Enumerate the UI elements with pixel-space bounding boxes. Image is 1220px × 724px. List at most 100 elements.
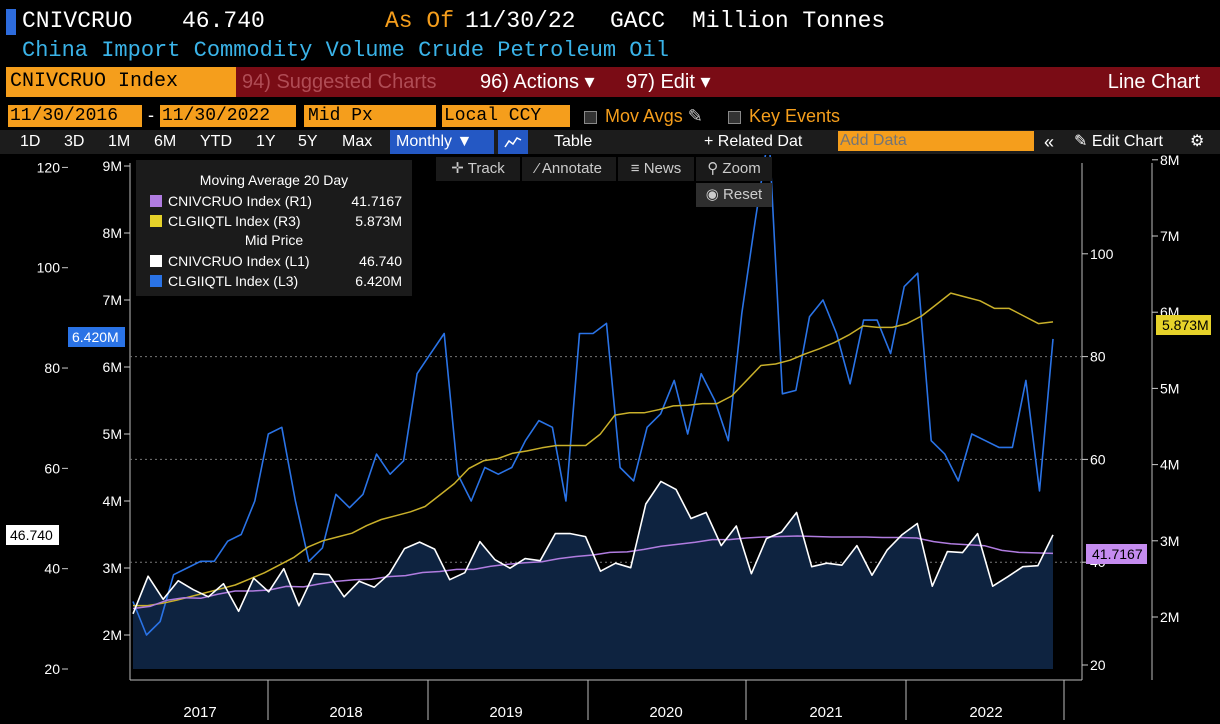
edit-chart-label: Edit Chart [1091, 133, 1163, 150]
zoom-button[interactable]: ⚲ Zoom [696, 157, 772, 181]
annotate-icon: ⁄ [536, 160, 539, 177]
reset-button[interactable]: ◉ Reset [696, 183, 772, 207]
legend-ma-header: Moving Average 20 Day [199, 172, 349, 188]
pencil-icon[interactable]: ✎ [687, 106, 703, 126]
field-select[interactable]: Mid Px [304, 105, 436, 127]
axis-R1-label: 60 [1090, 451, 1106, 467]
period-3d[interactable]: 3D [64, 133, 85, 150]
period-5y[interactable]: 5Y [298, 133, 318, 150]
actions-button[interactable]: 96) Actions ▾ [470, 67, 624, 97]
axis-L3-label: 7M [103, 292, 122, 308]
edit-chart-button[interactable]: ✎ Edit Chart [1074, 130, 1163, 154]
axis-L1-label: 20 [44, 661, 60, 677]
key-events-checkbox[interactable] [728, 110, 741, 124]
radio-icon: ◉ [705, 186, 719, 203]
axis-R1-label: 20 [1090, 657, 1106, 673]
add-data-input[interactable] [838, 131, 1034, 151]
series-L1 [132, 480, 1054, 615]
annotate-button[interactable]: ⁄ Annotate [522, 157, 616, 181]
mov-avgs-checkbox[interactable] [584, 110, 597, 124]
last-value: 46.740 [182, 8, 265, 34]
legend-row[interactable]: CLGIIQTL Index (R3) 5.873M [150, 212, 408, 230]
chart-area[interactable]: 204060801001202M3M4M5M6M7M8M9M2040608010… [0, 155, 1220, 724]
chart-marks [132, 155, 1054, 669]
gear-icon[interactable]: ⚙ [1190, 133, 1205, 150]
x-tick-label: 2017 [183, 704, 216, 721]
related-data-button[interactable]: + Related Dat [704, 133, 803, 150]
collapse-icon[interactable]: « [1044, 132, 1055, 152]
legend-series-name: CNIVCRUO Index (L1) [168, 253, 310, 269]
reset-label: Reset [723, 186, 763, 203]
period-max[interactable]: Max [342, 133, 373, 150]
L3-last-tag: 6.420M [68, 327, 125, 347]
axis-R3-label: 5M [1160, 380, 1179, 396]
legend-series-name: CNIVCRUO Index (R1) [168, 193, 312, 209]
legend-series-name: CLGIIQTL Index (L3) [168, 273, 299, 289]
security-marker [6, 9, 16, 35]
legend-row[interactable]: CLGIIQTL Index (L3) 6.420M [150, 272, 408, 290]
legend: Moving Average 20 Day CNIVCRUO Index (R1… [136, 160, 412, 296]
legend-row[interactable]: CNIVCRUO Index (L1) 46.740 [150, 252, 408, 270]
axis-R3-label: 2M [1160, 609, 1179, 625]
toolbar: CNIVCRUO Index 94) Suggested Charts 96) … [0, 67, 1220, 97]
unit: Million Tonnes [692, 8, 886, 34]
track-button[interactable]: ✛ Track [436, 157, 520, 181]
axis-L1-label: 60 [44, 460, 60, 476]
x-tick-label: 2018 [329, 704, 362, 721]
key-events-label: Key Events [749, 106, 841, 126]
legend-series-value: 41.7167 [351, 193, 402, 209]
suggested-charts-button[interactable]: 94) Suggested Charts [236, 67, 470, 97]
line-chart-icon[interactable] [498, 130, 528, 154]
mov-avgs-toggle[interactable]: Mov Avgs ✎ [584, 105, 703, 127]
key-events-toggle[interactable]: Key Events [728, 105, 840, 127]
legend-series-value: 5.873M [355, 213, 402, 229]
end-date-input[interactable]: 11/30/2022 [160, 105, 296, 127]
source: GACC [610, 8, 666, 34]
x-tick-label: 2022 [969, 704, 1002, 721]
series-R3 [133, 292, 1054, 607]
axis-L3-label: 8M [103, 225, 122, 241]
axis-L1-label: 120 [37, 159, 61, 175]
axis-L1-label: 100 [37, 260, 61, 276]
legend-swatch [150, 195, 162, 207]
magnifier-icon: ⚲ [707, 160, 719, 177]
axis-L3-label: 2M [103, 627, 122, 643]
legend-swatch [150, 215, 162, 227]
period-1d[interactable]: 1D [20, 133, 41, 150]
table-button[interactable]: Table [554, 133, 593, 150]
R1-last-tag: 41.7167 [1086, 544, 1147, 564]
gridlines [129, 163, 1153, 720]
legend-swatch [150, 275, 162, 287]
mov-avgs-label: Mov Avgs [605, 106, 683, 126]
toolbar-fill [726, 67, 1220, 97]
period-ytd[interactable]: YTD [200, 133, 232, 150]
legend-swatch [150, 255, 162, 267]
chart-type-label[interactable]: Line Chart [1107, 71, 1200, 93]
axis-L3-label: 6M [103, 359, 122, 375]
period-6m[interactable]: 6M [154, 133, 177, 150]
area-cnivcruo [133, 481, 1053, 669]
currency-select[interactable]: Local CCY [442, 105, 570, 127]
axis-L3-label: 3M [103, 560, 122, 576]
news-button[interactable]: ≡ News [618, 157, 694, 181]
legend-series-value: 6.420M [355, 273, 402, 289]
L1-last-tag: 46.740 [6, 525, 59, 545]
period-bar: 1D 3D 1M 6M YTD 1Y 5Y Max Monthly ▼ Tabl… [0, 130, 1220, 154]
range-bar: 11/30/2016 - 11/30/2022 Mid Px Local CCY… [0, 105, 1220, 129]
axis-L3-label: 9M [103, 158, 122, 174]
period-1m[interactable]: 1M [108, 133, 131, 150]
legend-series-name: CLGIIQTL Index (R3) [168, 213, 301, 229]
axis-R3-label: 3M [1160, 533, 1179, 549]
legend-series-value: 46.740 [359, 253, 402, 269]
frequency-select[interactable]: Monthly ▼ [390, 130, 494, 154]
security-input[interactable]: CNIVCRUO Index [6, 67, 236, 97]
start-date-input[interactable]: 11/30/2016 [8, 105, 142, 127]
period-1y[interactable]: 1Y [256, 133, 276, 150]
legend-mid-header: Mid Price [244, 232, 304, 248]
R3-last-tag: 5.873M [1156, 315, 1211, 335]
description: China Import Commodity Volume Crude Petr… [22, 38, 669, 63]
news-label: News [643, 160, 682, 177]
edit-button[interactable]: 97) Edit ▾ [618, 67, 730, 97]
zoom-label: Zoom [722, 160, 761, 177]
legend-row[interactable]: CNIVCRUO Index (R1) 41.7167 [150, 192, 408, 210]
